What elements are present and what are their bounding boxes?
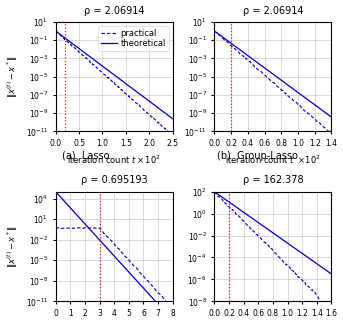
Legend: practical, theoretical: practical, theoretical (98, 26, 168, 51)
Title: ρ = 0.695193: ρ = 0.695193 (81, 175, 147, 185)
Y-axis label: $\|x^{(t)} - x^*\|$: $\|x^{(t)} - x^*\|$ (5, 55, 20, 98)
X-axis label: iteration count $t$  $\times 10^2$: iteration count $t$ $\times 10^2$ (225, 154, 321, 166)
Y-axis label: $\|x^{(t)} - x^*\|$: $\|x^{(t)} - x^*\|$ (5, 225, 20, 268)
Text: (b)  Group-Lasso: (b) Group-Lasso (217, 151, 298, 161)
Title: ρ = 2.06914: ρ = 2.06914 (84, 6, 144, 16)
X-axis label: iteration count $t \times 10^2$: iteration count $t \times 10^2$ (67, 154, 161, 166)
Title: ρ = 2.06914: ρ = 2.06914 (243, 6, 303, 16)
Title: ρ = 162.378: ρ = 162.378 (243, 175, 303, 185)
Text: (a)  Lasso: (a) Lasso (62, 151, 109, 161)
